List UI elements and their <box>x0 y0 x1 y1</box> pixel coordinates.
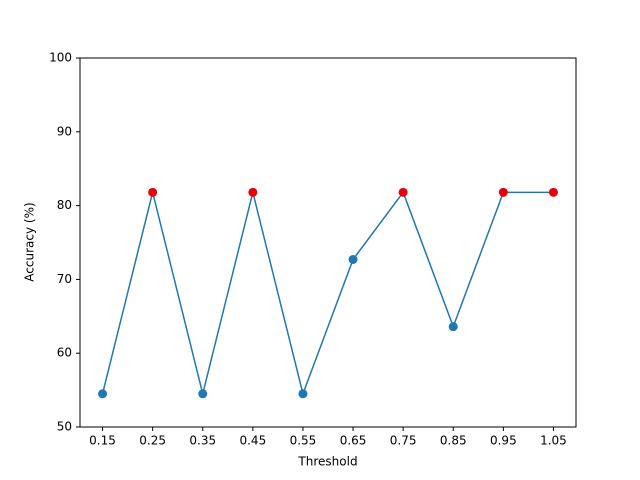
x-tick-label: 0.75 <box>390 434 417 448</box>
point <box>398 187 408 197</box>
x-tick-label: 1.05 <box>540 434 567 448</box>
y-tick-label: 100 <box>49 51 72 65</box>
x-tick-label: 0.45 <box>239 434 266 448</box>
point <box>98 389 108 399</box>
point <box>548 187 558 197</box>
y-tick-label: 90 <box>57 124 72 138</box>
y-axis-label: Accuracy (%) <box>23 202 37 281</box>
y-tick-label: 60 <box>57 346 72 360</box>
point <box>348 254 358 264</box>
point <box>448 322 458 332</box>
x-tick-label: 0.25 <box>139 434 166 448</box>
x-tick-label: 0.35 <box>189 434 216 448</box>
line-series <box>101 190 554 397</box>
point <box>498 187 508 197</box>
y-tick-label: 70 <box>57 272 72 286</box>
point <box>148 187 158 197</box>
y-tick-label: 80 <box>57 198 72 212</box>
point <box>198 389 208 399</box>
x-tick-label: 0.85 <box>440 434 467 448</box>
point <box>248 187 258 197</box>
x-tick-label: 0.15 <box>89 434 116 448</box>
y-tick-label: 50 <box>57 420 72 434</box>
x-tick-label: 0.65 <box>340 434 367 448</box>
point <box>298 389 308 399</box>
x-tick-label: 0.95 <box>490 434 517 448</box>
x-axis-label: Threshold <box>297 455 357 469</box>
plot-frame <box>79 57 577 428</box>
x-tick-label: 0.55 <box>290 434 317 448</box>
